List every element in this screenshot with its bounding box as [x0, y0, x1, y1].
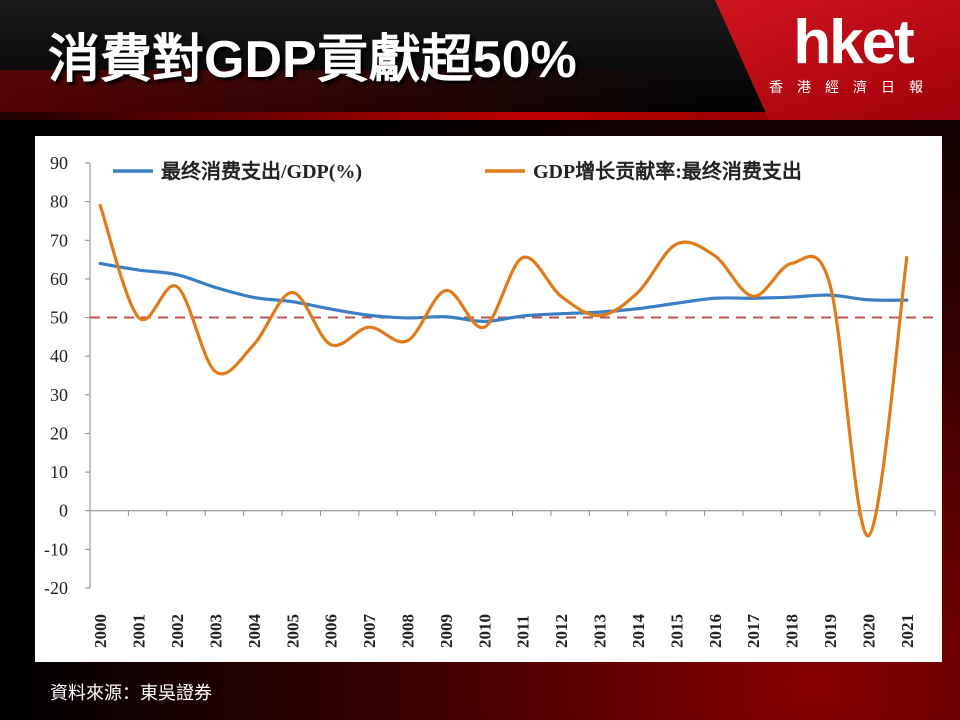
y-tick-label: -20 [44, 578, 68, 598]
x-tick-label: 2001 [130, 614, 149, 648]
x-tick-label: 2009 [437, 614, 456, 648]
x-tick-label: 2017 [744, 614, 763, 649]
y-tick-label: 80 [50, 192, 68, 212]
series-consumption-share-line [98, 261, 909, 324]
x-tick-label: 2014 [629, 614, 648, 649]
x-tick-label: 2004 [245, 614, 264, 649]
hket-logo: hket [793, 8, 914, 77]
y-tick-label: -10 [44, 539, 68, 559]
logo-subtitle: 香港經濟日報 [769, 80, 937, 96]
chart-panel: 90 80 70 60 50 40 30 20 10 0 -10 -20 2000 2001 2002 20… [35, 136, 942, 662]
x-tick-label: 2011 [514, 615, 533, 648]
x-tick-label: 2006 [322, 614, 341, 648]
y-tick-label: 60 [50, 269, 68, 289]
x-tick-label: 2013 [591, 614, 610, 648]
chart-legend: 最终消费支出/GDP(%) GDP增长贡献率:最终消费支出 [113, 159, 802, 183]
header-underline [0, 112, 960, 120]
x-tick-label: 2010 [475, 614, 494, 648]
header-red-fade [0, 70, 700, 112]
y-tick-label: 40 [50, 346, 68, 366]
x-tick-label: 2000 [91, 614, 110, 648]
x-tick-label: 2021 [898, 614, 917, 648]
y-tick-label: 20 [50, 423, 68, 443]
x-axis-ticks: 2000 2001 2002 2003 2004 2005 2006 2007 2008 2009… [89, 510, 936, 649]
y-tick-label: 10 [50, 462, 68, 482]
y-tick-label: 50 [50, 308, 68, 328]
series-consumption-contribution-line [98, 203, 909, 538]
legend-label: 最终消费支出/GDP(%) [161, 159, 362, 183]
x-tick-label: 2007 [360, 614, 379, 649]
x-tick-label: 2016 [706, 614, 725, 648]
y-tick-label: 90 [50, 153, 68, 173]
x-tick-label: 2019 [821, 614, 840, 648]
x-tick-label: 2005 [283, 614, 302, 648]
x-tick-label: 2015 [667, 614, 686, 648]
y-axis-ticks: 90 80 70 60 50 40 30 20 10 0 -10 -20 [44, 153, 90, 598]
x-tick-label: 2002 [168, 614, 187, 648]
source-note: 資料來源：東吳證券 [50, 683, 212, 704]
x-tick-label: 2008 [398, 614, 417, 648]
y-tick-label: 30 [50, 385, 68, 405]
y-tick-label: 70 [50, 230, 68, 250]
x-tick-label: 2018 [783, 614, 802, 648]
legend-label: GDP增长贡献率:最终消费支出 [533, 159, 802, 183]
x-tick-label: 2020 [859, 614, 878, 648]
series-lines [98, 203, 909, 538]
page-title: 消費對GDP貢獻超50% [48, 31, 577, 89]
x-tick-label: 2012 [552, 614, 571, 648]
y-tick-label: 0 [59, 501, 68, 521]
x-tick-label: 2003 [206, 614, 225, 648]
chart-axes [89, 163, 935, 588]
